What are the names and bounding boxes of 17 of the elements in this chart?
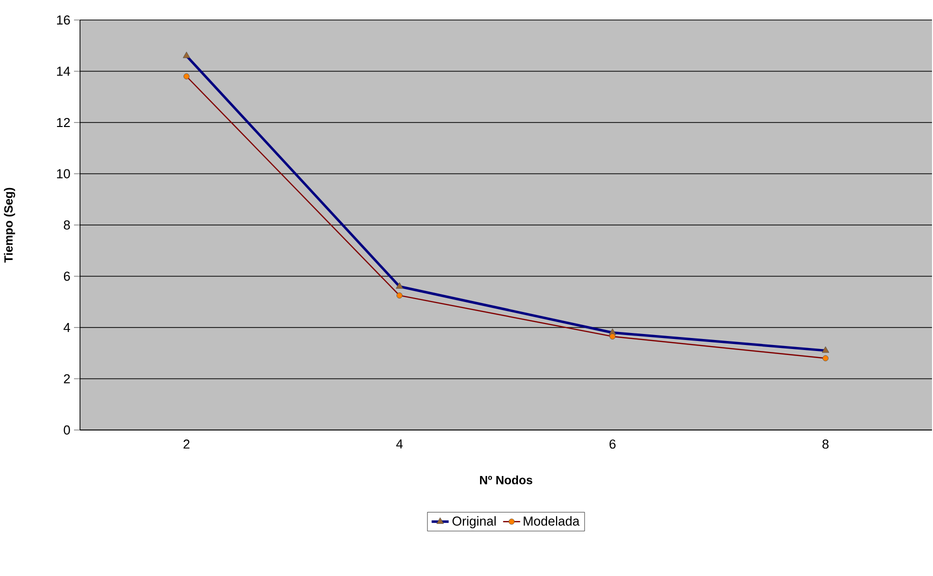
y-tick-label: 16 (57, 15, 70, 25)
y-tick-label: 6 (64, 272, 70, 281)
y-tick-label: 2 (64, 374, 70, 384)
x-tick-label: 2 (184, 440, 190, 449)
y-tick-label: 10 (57, 169, 70, 178)
y-tick-label: 14 (57, 66, 70, 76)
legend-label: Original (452, 516, 496, 528)
legend-label: Modelada (524, 516, 580, 526)
x-tick-label: 4 (396, 440, 403, 448)
y-tick-label: 0 (64, 425, 70, 435)
y-tick-label: 12 (57, 118, 70, 128)
y-tick-label: 4 (64, 323, 70, 332)
x-axis-title: Nº Nodos (480, 476, 532, 484)
y-axis-title: Tiempo (Seg) (4, 188, 16, 263)
y-tick-label: 8 (64, 220, 70, 230)
x-tick-label: 6 (610, 440, 616, 449)
x-tick-label: 8 (822, 440, 829, 449)
